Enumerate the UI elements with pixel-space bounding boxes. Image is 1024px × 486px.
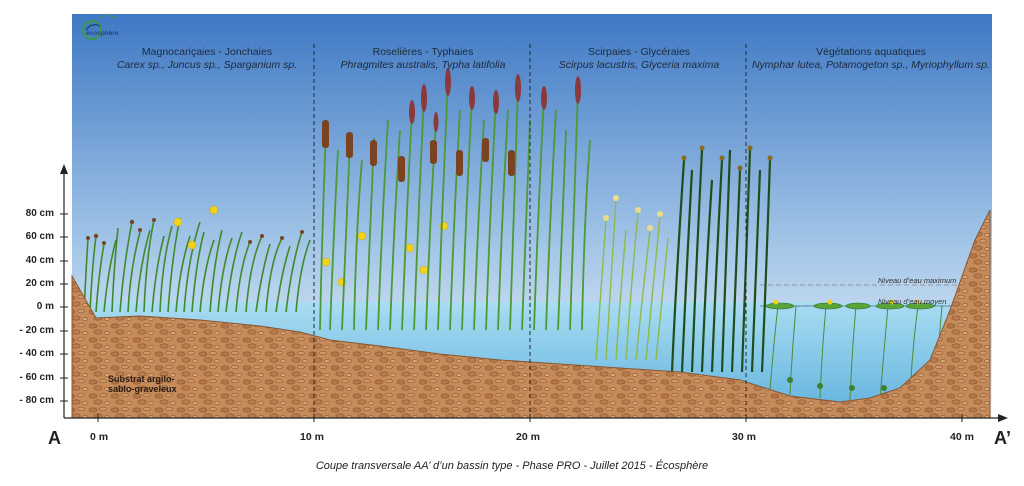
figure-caption: Coupe transversale AA’ d’un bassin type … (315, 460, 709, 472)
y-tick-label: 40 cm (25, 255, 54, 266)
zone-1-species: Carex sp., Juncus sp., Sparganium sp. (116, 59, 298, 72)
typha-cattail-heads (322, 120, 515, 182)
x-tick-label: 10 m (300, 431, 324, 443)
y-tick-label: - 80 cm (19, 395, 54, 406)
x-axis-arrow (998, 414, 1008, 422)
scirpus-spikelets (681, 145, 773, 171)
y-tick-label: 60 cm (25, 231, 54, 242)
y-tick-label: 80 cm (25, 208, 54, 219)
y-tick-label: - 40 cm (19, 348, 54, 359)
substrate-line-1: Substrat argilo- (108, 374, 175, 384)
glyceria-panicles (603, 195, 663, 231)
y-axis-ticks (60, 213, 68, 402)
ecosphere-logo-icon (82, 13, 117, 40)
zone-title-3: Scirpaies - Glycéraies Scirpus lacustris… (532, 46, 746, 72)
x-tick-label: 20 m (516, 431, 540, 443)
substrate-label: Substrat argilo- sablo-graveleux (108, 374, 177, 395)
phragmites-plumes (409, 68, 581, 132)
zone-4-name: Végétations aquatiques (816, 46, 926, 58)
zone-2-species: Phragmites australis, Typha latifolia (340, 59, 506, 72)
y-tick-label: 0 m (36, 301, 54, 312)
max-water-level-label: Niveau d’eau maximum (878, 276, 957, 285)
sedge-seedheads (86, 218, 304, 245)
section-start-label: A (48, 428, 61, 448)
glyceria-grasses (595, 199, 669, 361)
zone-4-species: Nymphar lutea, Potamogeton sp., Myriophy… (751, 59, 991, 72)
x-tick-label: 30 m (732, 431, 756, 443)
substrate-line-2: sablo-graveleux (108, 384, 177, 395)
water-lily-pads (765, 302, 935, 310)
phragmites-reeds (319, 79, 591, 331)
scirpus-bulrushes (670, 149, 772, 373)
x-tick-label: 0 m (90, 431, 109, 443)
zone-1-name: Magnocariçaies - Jonchaies (141, 46, 273, 58)
vegetation-group (83, 68, 943, 401)
zone-title-2: Roselières - Typhaies Phragmites austral… (316, 46, 530, 72)
zone-3-name: Scirpaies - Glycéraies (587, 46, 691, 58)
mean-water-level-label: Niveau d’eau moyen (878, 297, 947, 306)
y-axis-arrow (60, 164, 68, 174)
water-lily-flowers (773, 299, 921, 305)
zone-title-1: Magnocariçaies - Jonchaies Carex sp., Ju… (100, 46, 314, 72)
yellow-iris-flowers (173, 205, 449, 287)
section-end-label: A’ (994, 428, 1012, 448)
y-tick-label: - 20 cm (19, 325, 54, 336)
soil-profile (71, 209, 991, 419)
zone-title-4: Végétations aquatiques Nymphar lutea, Po… (748, 46, 994, 72)
y-tick-label: - 60 cm (19, 372, 54, 383)
zone-3-species: Scirpus lacustris, Glyceria maxima (558, 59, 720, 72)
y-tick-label: 20 cm (25, 278, 54, 289)
sedge-rush-vegetation (83, 217, 311, 313)
x-tick-label: 40 m (950, 431, 974, 443)
zone-2-name: Roselières - Typhaies (372, 46, 474, 58)
logo-text: écosphère (86, 30, 119, 37)
x-axis-ticks (97, 414, 963, 422)
